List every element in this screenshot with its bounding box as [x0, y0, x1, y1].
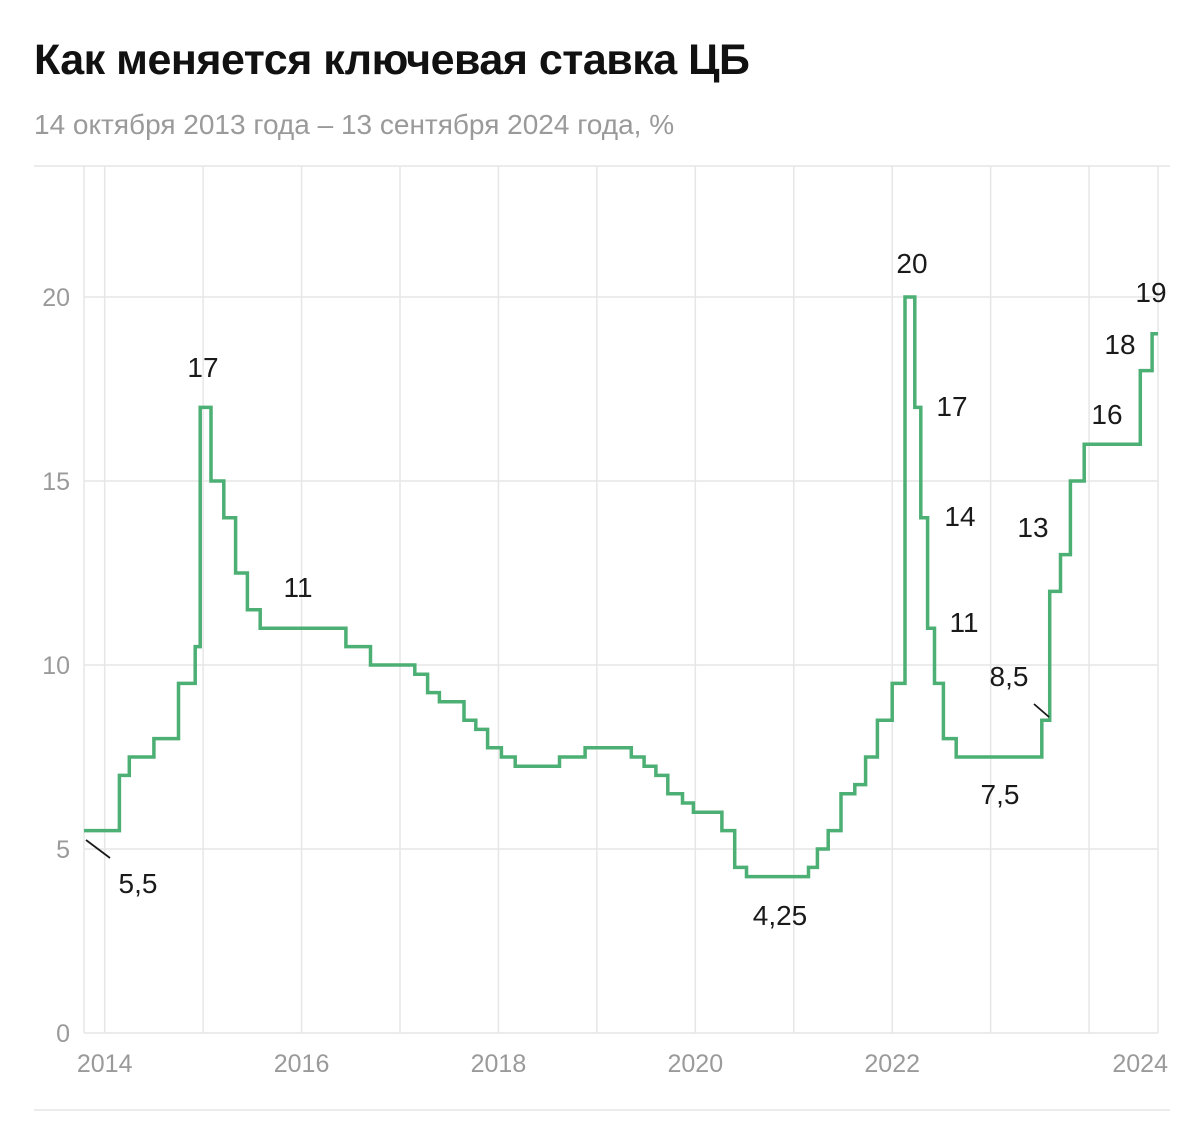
value-annotation: 17 [187, 352, 218, 383]
value-annotation: 7,5 [981, 779, 1020, 810]
value-annotation: 11 [283, 572, 312, 603]
value-annotation: 8,5 [990, 661, 1029, 692]
key-rate-line [84, 295, 1158, 879]
chart-subtitle: 14 октября 2013 года – 13 сентября 2024 … [34, 109, 675, 140]
value-annotation: 5,5 [119, 868, 158, 899]
x-tick-label: 2022 [864, 1050, 920, 1078]
value-annotation: 17 [936, 391, 967, 422]
x-tick-label: 2024 [1112, 1050, 1168, 1078]
value-annotation: 19 [1135, 277, 1166, 308]
y-tick-label: 0 [56, 1020, 70, 1048]
value-annotation: 18 [1104, 329, 1135, 360]
value-annotation: 4,25 [753, 900, 808, 931]
value-annotation: 11 [949, 607, 978, 638]
value-annotation: 14 [944, 501, 975, 532]
value-annotation: 13 [1017, 512, 1048, 543]
x-tick-label: 2014 [77, 1050, 133, 1078]
grid-lines [34, 165, 1170, 1111]
leader-line [85, 839, 111, 859]
leader-line [1033, 703, 1050, 718]
x-tick-label: 2020 [668, 1050, 724, 1078]
y-tick-label: 15 [42, 468, 70, 496]
y-tick-label: 10 [42, 652, 70, 680]
annotation-leader-lines [85, 703, 1050, 859]
y-tick-label: 5 [56, 836, 70, 864]
chart-title: Как меняется ключевая ставка ЦБ [34, 36, 750, 84]
x-axis-ticks: 2014 2016 2018 2020 2022 2024 [77, 1050, 1168, 1078]
y-axis-ticks: 0 5 10 15 20 [42, 284, 70, 1048]
value-annotation: 20 [896, 248, 927, 279]
x-tick-label: 2018 [471, 1050, 527, 1078]
y-tick-label: 20 [42, 284, 70, 312]
value-annotation: 16 [1091, 399, 1122, 430]
x-tick-label: 2016 [274, 1050, 330, 1078]
